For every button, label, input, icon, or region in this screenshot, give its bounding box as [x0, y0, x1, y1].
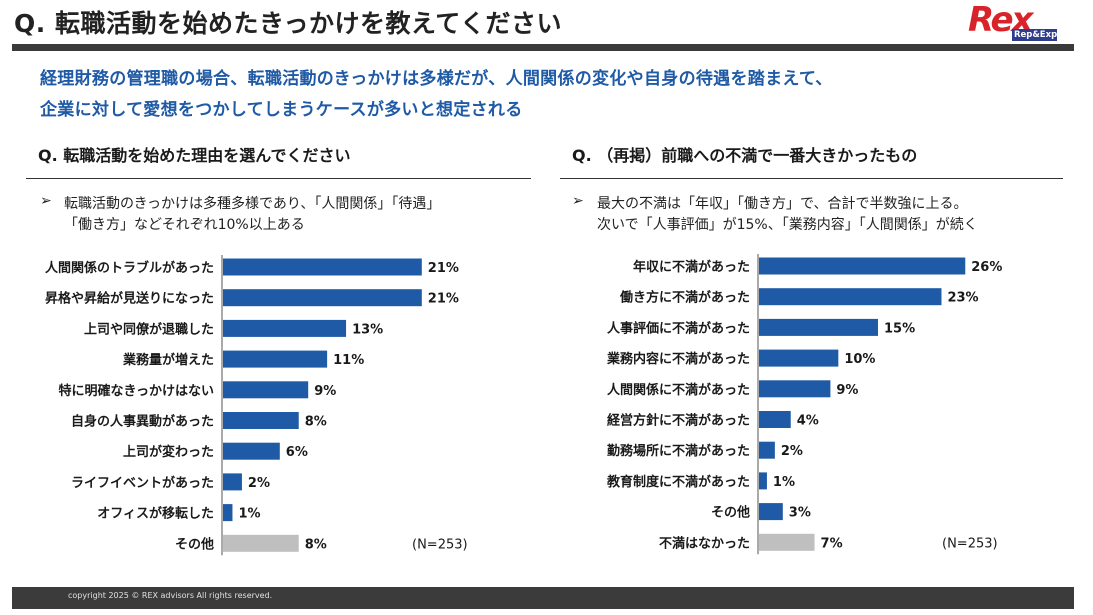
left-chart-bar [223, 412, 299, 429]
right-bar-chart: 年収に不満があった 26% 働き方に不満があった 23% 人事評価に不満があった 15% 業… [606, 254, 1002, 555]
left-question-divider [26, 178, 531, 179]
right-chart-bar [759, 380, 831, 398]
left-chart-value-label: 21% [428, 261, 459, 276]
left-bullet-line-2: 「働き方」などそれぞれ10%以上ある [64, 217, 305, 233]
right-chart-category-label: 不満はなかった [659, 535, 750, 551]
left-chart-bar [223, 319, 347, 337]
left-chart-value-label: 1% [238, 507, 260, 522]
headline-line-2: 企業に対して愛想をつかしてしまうケースが多いと想定される [40, 100, 523, 120]
left-chart-category-label: 特に明確なきっかけはない [59, 383, 214, 399]
left-chart-category-label: 業務量が増えた [122, 352, 214, 368]
page-title: Q. 転職活動を始めたきっかけを教えてください [14, 9, 562, 38]
right-chart-category-label: 経営方針に不満があった [607, 413, 750, 429]
left-chart-category-label: 人間関係のトラブルがあった [45, 260, 214, 276]
right-bullet-line-1: 最大の不満は「年収」「働き方」で、合計で半数強に上る。 [597, 196, 968, 212]
left-chart-category-label: オフィスが移転した [97, 506, 214, 522]
right-question-divider [560, 178, 1063, 179]
right-chart-value-label: 26% [971, 260, 1002, 275]
right-bullet-line-2: 次いで「人事評価」が15%、「業務内容」「人間関係」が続く [597, 217, 978, 233]
logo-sub-bar [1012, 29, 1057, 41]
left-chart-category-label: 上司や同僚が退職した [84, 321, 214, 337]
left-chart-value-label: 2% [248, 476, 270, 491]
footer-copyright: copyright 2025 © REX advisors All rights… [68, 591, 273, 600]
right-chart-category-label: その他 [711, 505, 750, 521]
headline-line-1: 経理財務の管理職の場合、転職活動のきっかけは多様だが、人間関係の変化や自身の待遇… [40, 69, 833, 89]
right-chart-bar [759, 533, 815, 551]
left-chart-value-label: 21% [428, 292, 459, 307]
right-chart-value-label: 1% [773, 475, 795, 490]
left-chart-category-label: 自身の人事異動があった [71, 414, 214, 430]
right-chart-bar [759, 411, 791, 428]
left-chart-bar [223, 534, 299, 552]
right-chart-bar [759, 349, 839, 367]
right-chart-category-label: 人間関係に不満があった [607, 382, 750, 398]
right-chart-bar [759, 257, 966, 275]
left-chart-value-label: 8% [305, 537, 327, 552]
right-chart-bar [759, 472, 767, 490]
right-chart-bar [759, 503, 783, 521]
right-chart-bar [759, 288, 942, 306]
right-chart-value-label: 2% [781, 444, 803, 459]
right-chart-value-label: 4% [797, 414, 819, 429]
left-chart-bar [223, 504, 233, 522]
right-chart-category-label: 働き方に不満があった [619, 290, 750, 306]
right-question-heading: Q. （再掲）前職への不満で一番大きかったもの [572, 146, 918, 165]
left-chart-value-label: 11% [333, 353, 364, 368]
left-question-heading: Q. 転職活動を始めた理由を選んでください [38, 146, 351, 165]
left-chart-value-label: 6% [286, 445, 308, 460]
right-bullet-icon: ➢ [572, 193, 584, 209]
left-chart-bar [223, 442, 280, 460]
right-chart-value-label: 7% [821, 536, 843, 551]
right-chart-category-label: 年収に不満があった [633, 259, 750, 275]
left-chart-sample-size: (N=253) [412, 537, 468, 552]
right-chart-bar [759, 318, 878, 336]
right-chart-value-label: 10% [844, 352, 875, 367]
left-chart-category-label: 昇格や昇給が見送りになった [45, 291, 214, 307]
left-chart-bar [223, 258, 422, 276]
right-chart-category-label: 業務内容に不満があった [606, 351, 750, 367]
right-chart-category-label: 教育制度に不満があった [606, 474, 750, 490]
right-chart-sample-size: (N=253) [942, 536, 998, 551]
left-chart-category-label: ライフイベントがあった [71, 475, 214, 491]
logo-sub-text: Rep&Expert [1014, 30, 1072, 40]
left-chart-value-label: 13% [352, 322, 383, 337]
right-chart-value-label: 9% [836, 383, 858, 398]
rex-logo: Rex Rep&Expert [968, 0, 1071, 42]
left-chart-value-label: 9% [314, 384, 336, 399]
right-chart-bar [759, 441, 775, 459]
right-chart-value-label: 23% [947, 291, 978, 306]
right-chart-value-label: 3% [789, 506, 811, 521]
left-bar-chart: 人間関係のトラブルがあった 21% 昇格や昇給が見送りになった 21% 上司や同僚が退職… [45, 255, 468, 556]
left-chart-category-label: その他 [175, 536, 214, 552]
left-chart-bar [223, 289, 422, 307]
right-chart-category-label: 勤務場所に不満があった [607, 443, 750, 459]
left-bullet-icon: ➢ [40, 193, 52, 209]
right-chart-category-label: 人事評価に不満があった [607, 320, 750, 336]
left-chart-category-label: 上司が変わった [123, 444, 214, 460]
left-chart-value-label: 8% [305, 415, 327, 430]
right-chart-value-label: 15% [884, 321, 915, 336]
title-divider [12, 44, 1074, 51]
left-bullet-line-1: 転職活動のきっかけは多種多様であり、「人間関係」「待遇」 [64, 196, 441, 212]
left-chart-bar [223, 381, 309, 399]
footer-bar: copyright 2025 © REX advisors All rights… [12, 587, 1074, 609]
left-chart-bar [223, 350, 328, 368]
left-chart-bar [223, 473, 242, 491]
